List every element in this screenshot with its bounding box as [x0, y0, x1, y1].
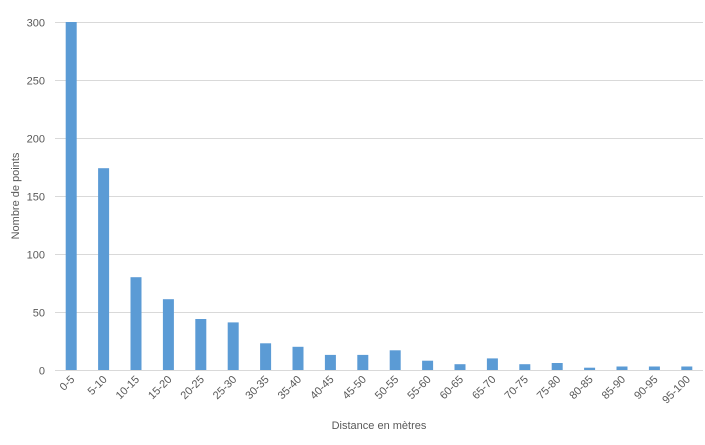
x-tick-label: 55-60 — [405, 374, 433, 402]
bar — [324, 354, 336, 370]
bar — [551, 363, 563, 370]
x-tick-label: 45-50 — [341, 374, 369, 402]
bar — [519, 364, 531, 370]
bar — [648, 366, 660, 370]
x-tick-label: 75-80 — [535, 374, 563, 402]
y-tick-label: 300 — [27, 18, 45, 30]
x-axis-ticks: 0-5 5-10 10-15 15-20 20-25 25-30 30-35 35-40 40-… — [58, 374, 693, 407]
x-tick-label: 80-85 — [567, 374, 595, 402]
bar — [681, 366, 693, 370]
gridlines — [55, 22, 703, 371]
y-tick-label: 250 — [27, 76, 45, 88]
y-tick-label: 200 — [27, 134, 45, 146]
y-tick-label: 150 — [27, 192, 45, 204]
x-tick-label: 0-5 — [58, 374, 78, 394]
bar — [130, 277, 142, 370]
x-tick-label: 50-55 — [373, 374, 401, 402]
x-tick-label: 65-70 — [470, 374, 498, 402]
bars — [65, 22, 693, 370]
x-tick-label: 30-35 — [243, 374, 271, 402]
bar — [486, 358, 498, 370]
x-tick-label: 10-15 — [114, 374, 142, 402]
bar — [195, 319, 207, 370]
y-tick-label: 0 — [39, 366, 45, 378]
bar — [98, 168, 110, 370]
y-tick-label: 100 — [27, 250, 45, 262]
y-axis-ticks: 0 50 100 150 200 250 300 — [27, 18, 45, 378]
bar — [357, 354, 369, 370]
x-tick-label: 70-75 — [503, 374, 531, 402]
bar — [454, 364, 466, 370]
x-tick-label: 20-25 — [179, 374, 207, 402]
bar — [584, 367, 596, 370]
bar — [389, 350, 401, 370]
x-tick-label: 60-65 — [438, 374, 466, 402]
x-axis-title: Distance en mètres — [332, 420, 427, 432]
x-tick-label: 5-10 — [86, 374, 110, 398]
x-tick-label: 35-40 — [276, 374, 304, 402]
x-tick-label: 15-20 — [146, 374, 174, 402]
x-tick-label: 40-45 — [308, 374, 336, 402]
y-axis-title: Nombre de points — [10, 152, 22, 239]
bar — [162, 299, 174, 370]
x-tick-label: 90-95 — [632, 374, 660, 402]
y-tick-label: 50 — [33, 308, 45, 320]
bar — [260, 343, 272, 370]
x-tick-label: 25-30 — [211, 374, 239, 402]
bar — [616, 366, 628, 370]
x-tick-label: 95-100 — [660, 374, 693, 407]
bar — [65, 22, 77, 370]
bar — [422, 360, 434, 370]
bar — [292, 346, 304, 370]
bar — [227, 322, 239, 370]
x-tick-label: 85-90 — [600, 374, 628, 402]
